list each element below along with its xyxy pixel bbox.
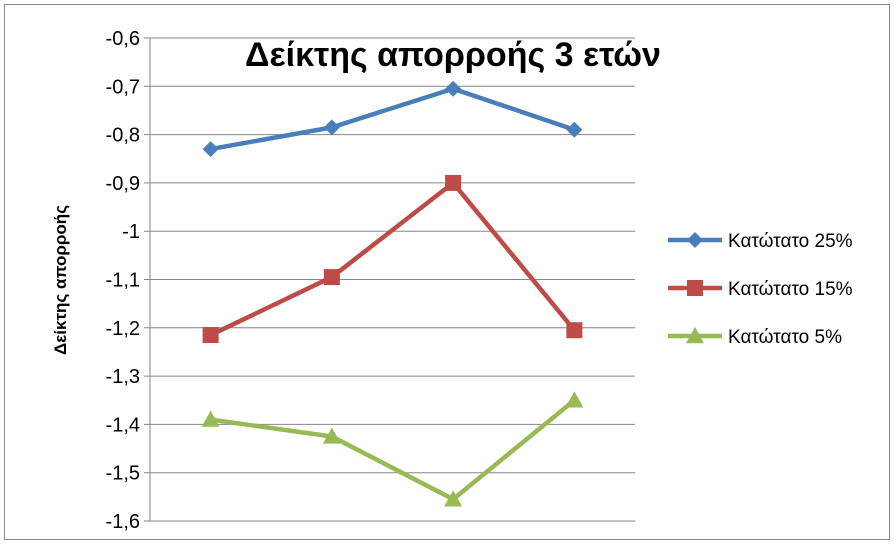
y-tick-label: -1,3 bbox=[106, 366, 140, 388]
chart-frame bbox=[4, 4, 890, 540]
legend-label: Κατώτατο 15% bbox=[728, 279, 853, 300]
legend-entry: Κατώτατο 5% bbox=[668, 327, 842, 348]
y-tick-label: -0,6 bbox=[106, 28, 140, 50]
series-line bbox=[209, 180, 577, 338]
gridlines bbox=[144, 37, 635, 522]
data-point bbox=[444, 490, 463, 507]
data-point bbox=[445, 174, 462, 191]
series-2 bbox=[202, 174, 583, 344]
series-1 bbox=[202, 80, 583, 158]
y-axis-label: Δείκτης απορροής bbox=[51, 205, 70, 355]
data-point bbox=[445, 80, 462, 97]
data-point bbox=[202, 327, 219, 344]
data-point bbox=[202, 141, 219, 158]
y-tick-label: -0,7 bbox=[106, 76, 140, 98]
data-point bbox=[565, 391, 584, 408]
legend-entry: Κατώτατο 15% bbox=[668, 279, 853, 300]
series-line bbox=[210, 398, 576, 502]
y-tick-label: -1 bbox=[122, 221, 140, 243]
chart-title: Δείκτης απορροής 3 ετών bbox=[245, 36, 661, 74]
data-point bbox=[323, 269, 340, 286]
legend: Κατώτατο 25% Κατώτατο 15% Κατώτατο 5% bbox=[668, 231, 853, 348]
y-tick-label: -1,2 bbox=[106, 318, 140, 340]
series-3 bbox=[201, 391, 584, 507]
data-point bbox=[201, 410, 220, 427]
legend-marker bbox=[687, 232, 703, 248]
legend-entry: Κατώτατο 25% bbox=[668, 231, 853, 252]
y-axis-ticks: -0,6 -0,7 -0,8 -0,9 -1 -1,1 -1,2 -1,3 -1,4 -1,5 -1… bbox=[106, 28, 140, 533]
series-group bbox=[201, 80, 584, 507]
y-tick-label: -0,8 bbox=[106, 125, 140, 147]
series-line bbox=[210, 86, 576, 152]
legend-marker bbox=[687, 280, 703, 296]
legend-marker bbox=[686, 327, 704, 344]
y-tick-label: -1,5 bbox=[106, 463, 140, 485]
y-tick-label: -0,9 bbox=[106, 173, 140, 195]
legend-label: Κατώτατο 25% bbox=[728, 231, 853, 252]
y-tick-label: -1,1 bbox=[106, 270, 140, 292]
y-tick-label: -1,4 bbox=[106, 414, 140, 436]
data-point bbox=[323, 119, 340, 136]
legend-label: Κατώτατο 5% bbox=[728, 327, 842, 348]
y-tick-label: -1,6 bbox=[106, 511, 140, 533]
data-point bbox=[566, 121, 583, 138]
data-point bbox=[566, 322, 583, 339]
data-point bbox=[322, 427, 341, 444]
